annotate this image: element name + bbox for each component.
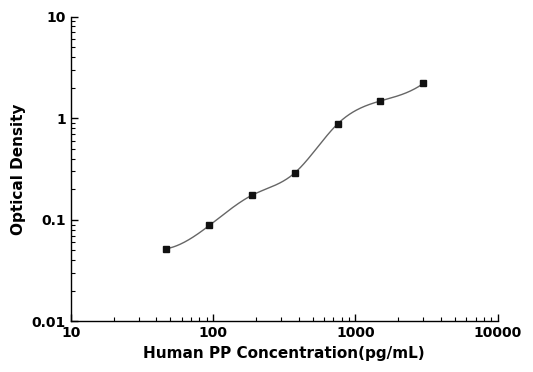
X-axis label: Human PP Concentration(pg/mL): Human PP Concentration(pg/mL) bbox=[143, 346, 425, 361]
Y-axis label: Optical Density: Optical Density bbox=[11, 103, 26, 235]
